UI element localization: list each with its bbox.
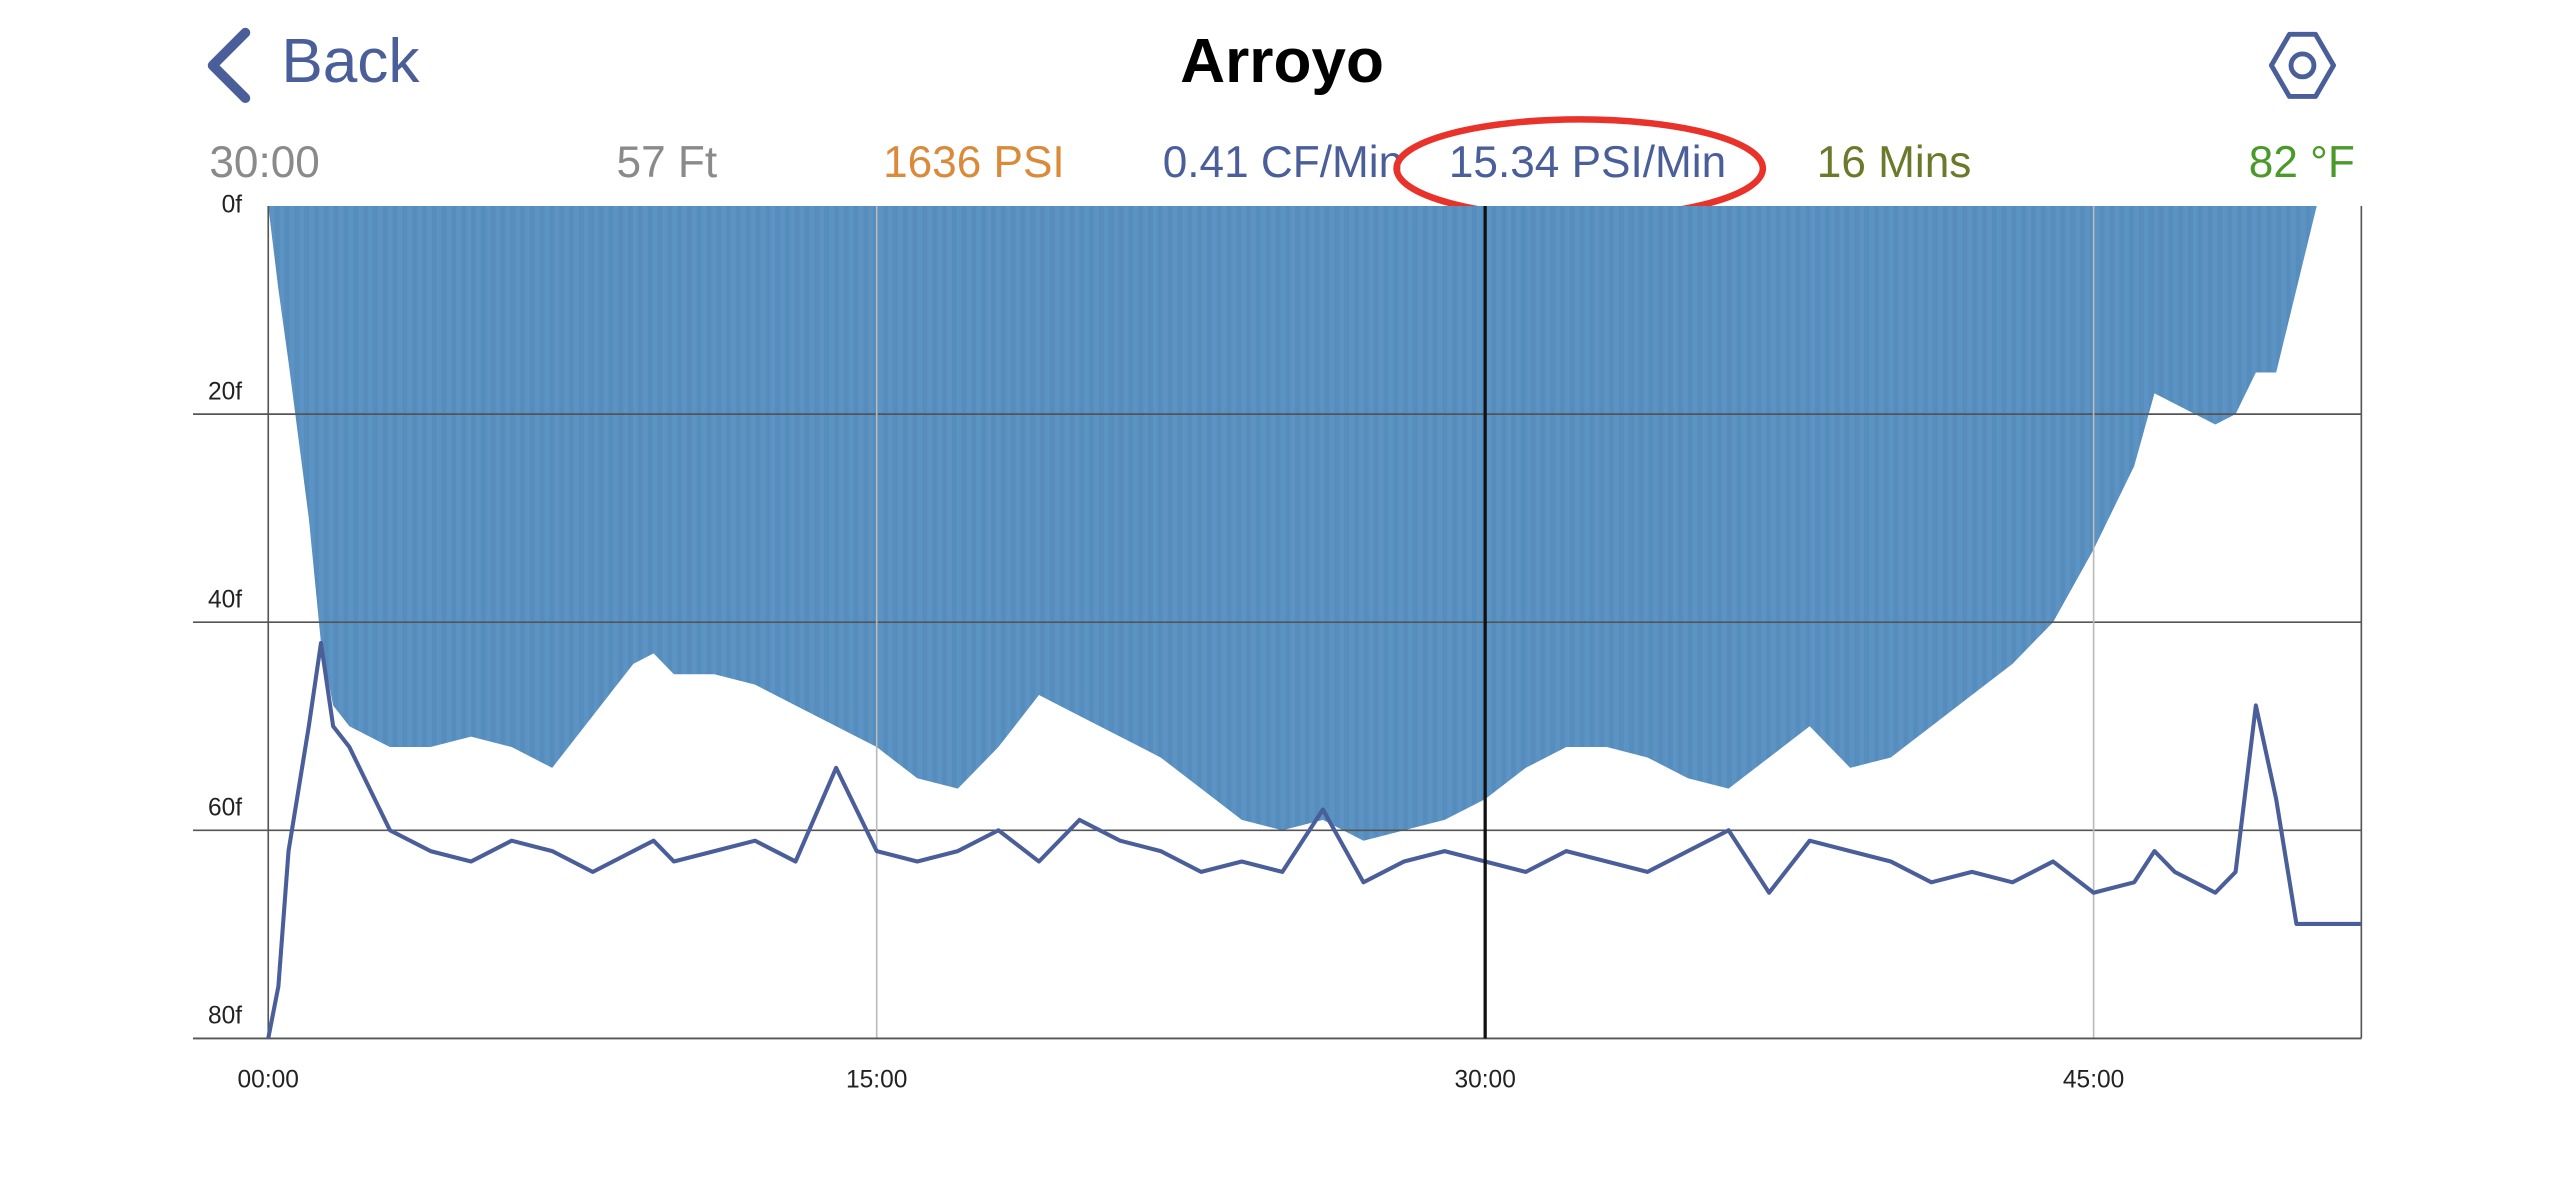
stat-value: 57 Ft xyxy=(617,138,718,187)
settings-icon[interactable] xyxy=(2268,31,2336,99)
stat-value: 15.34 PSI/Min xyxy=(1449,138,1726,187)
x-tick-label: 30:00 xyxy=(1454,1066,1515,1093)
x-tick-label: 45:00 xyxy=(2063,1066,2124,1093)
stat-value: 1636 PSI xyxy=(883,138,1065,187)
x-tick-label: 00:00 xyxy=(238,1066,299,1093)
stat-value: 16 Mins xyxy=(1817,138,1972,187)
settings-button[interactable] xyxy=(2268,31,2336,99)
x-tick-label: 15:00 xyxy=(846,1066,907,1093)
y-tick-label: 40f xyxy=(208,586,242,613)
y-tick-label: 80f xyxy=(208,1003,242,1030)
stat-value: 0.41 CF/Min xyxy=(1163,138,1403,187)
stat-value: 30:00 xyxy=(209,138,319,187)
y-tick-label: 60f xyxy=(208,795,242,822)
rate-line xyxy=(266,640,2362,1039)
back-label[interactable]: Back xyxy=(281,27,420,96)
page-title: Arroyo xyxy=(1180,27,1384,96)
back-chevron[interactable] xyxy=(207,27,251,104)
depth-area-texture xyxy=(268,206,2362,841)
stat-value: 82 °F xyxy=(2249,138,2355,187)
settings-icon-center[interactable] xyxy=(2288,51,2317,80)
y-tick-label: 0f xyxy=(222,192,243,219)
y-tick-label: 20f xyxy=(208,378,242,405)
back-button[interactable]: Back xyxy=(207,27,421,104)
